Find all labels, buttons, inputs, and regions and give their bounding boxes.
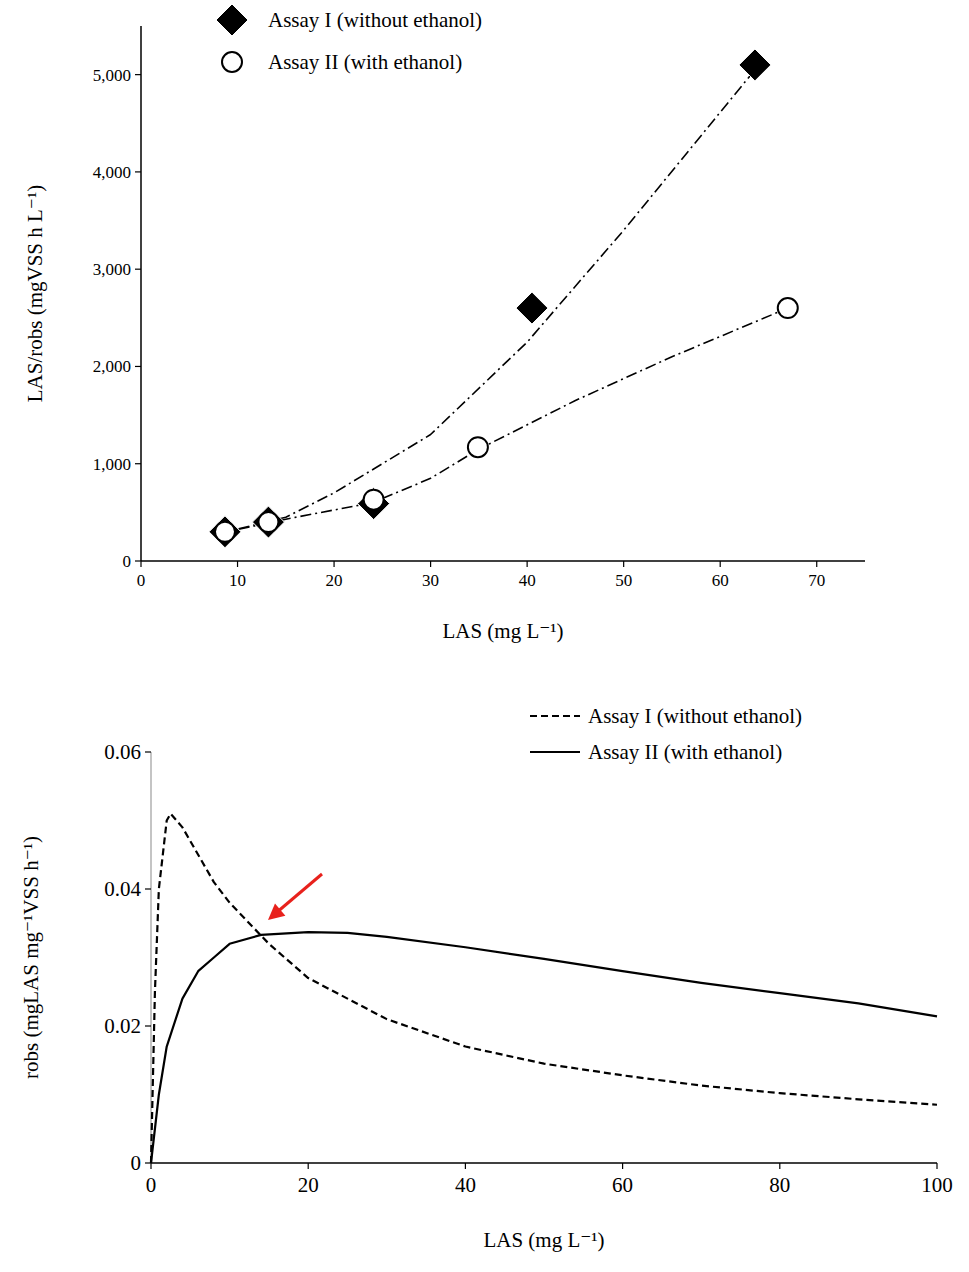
x-tick-label: 60 [612,1173,633,1197]
y-tick-label: 4,000 [93,163,131,182]
x-tick-label: 20 [326,571,343,590]
point [215,522,235,542]
y-tick-label: 3,000 [93,260,131,279]
point [468,437,488,457]
series-line [218,70,755,534]
point [252,506,284,538]
x-tick-label: 100 [921,1173,953,1197]
y-tick-label: 5,000 [93,66,131,85]
y-tick [145,888,151,889]
legend-label: Assay II (with ethanol) [588,740,782,764]
y-tick [135,366,141,367]
y-tick [145,751,151,752]
x-tick-label: 20 [298,1173,319,1197]
x-axis [151,1162,937,1164]
x-tick [333,561,334,567]
x-tick [140,561,141,567]
x-tick-label: 80 [769,1173,790,1197]
y-tick [135,463,141,464]
x-tick [465,1163,466,1169]
y-axis [140,26,142,561]
x-tick-label: 10 [229,571,246,590]
point [516,292,548,324]
legend-symbol [216,4,248,36]
point [209,516,241,548]
y-tick-label: 0 [131,1151,142,1175]
x-tick-label: 40 [519,571,536,590]
x-tick [623,561,624,567]
figure: 0 10 20 30 40 50 60 70 0 1,000 2,000 3,000 4,000 5,00… [0,0,969,1272]
y-tick-label: 2,000 [93,357,131,376]
point [778,298,798,318]
plot-area [151,814,937,1163]
arrow-head [268,904,285,920]
y-axis-label: robs (mgLAS mg⁻¹VSS h⁻¹) [19,836,43,1079]
point [739,49,771,81]
y-tick-label: 0.02 [104,1014,141,1038]
arrow [276,874,322,913]
legend: Assay I (without ethanol) Assay II (with … [216,4,482,74]
legend-label: Assay I (without ethanol) [268,8,482,32]
x-tick-label: 0 [137,571,146,590]
x-tick [816,561,817,567]
x-tick-label: 0 [146,1173,157,1197]
series-line [218,308,788,534]
x-tick-label: 30 [422,571,439,590]
y-tick-label: 1,000 [93,455,131,474]
x-tick [150,1163,151,1169]
x-tick [622,1163,623,1169]
y-tick [135,74,141,75]
chart: 0 20 40 60 80 100 0 0.02 0.04 0.06 LAS (mg L⁻¹) rob… [19,704,953,1252]
x-tick-label: 50 [615,571,632,590]
x-tick [720,561,721,567]
x-tick [308,1163,309,1169]
y-tick-label: 0.06 [104,740,141,764]
x-axis-label: LAS (mg L⁻¹) [442,619,563,643]
y-axis-label: LAS/robs (mgVSS h L⁻¹) [23,185,47,402]
legend-symbol [222,52,242,72]
x-axis [141,560,865,562]
legend: Assay I (without ethanol) Assay II (with … [530,704,802,764]
y-tick [145,1025,151,1026]
x-axis-label: LAS (mg L⁻¹) [483,1228,604,1252]
plot-area [209,49,798,548]
point [364,490,384,510]
x-tick [527,561,528,567]
x-tick [237,561,238,567]
y-tick [135,269,141,270]
point [358,488,390,520]
y-tick [135,560,141,561]
legend-symbol [530,751,580,753]
x-tick-label: 40 [455,1173,476,1197]
legend-label: Assay I (without ethanol) [588,704,802,728]
series-line [151,814,937,1163]
x-tick [779,1163,780,1169]
chart: 0 10 20 30 40 50 60 70 0 1,000 2,000 3,000 4,000 5,00… [23,4,865,643]
y-tick-label: 0 [123,552,132,571]
point [258,512,278,532]
y-tick-label: 0.04 [104,877,141,901]
x-tick [936,1163,937,1169]
x-tick [430,561,431,567]
x-tick-label: 70 [808,571,825,590]
x-tick-label: 60 [712,571,729,590]
y-tick [135,171,141,172]
series-line [151,932,937,1163]
legend-symbol [530,715,580,717]
legend-label: Assay II (with ethanol) [268,50,462,74]
